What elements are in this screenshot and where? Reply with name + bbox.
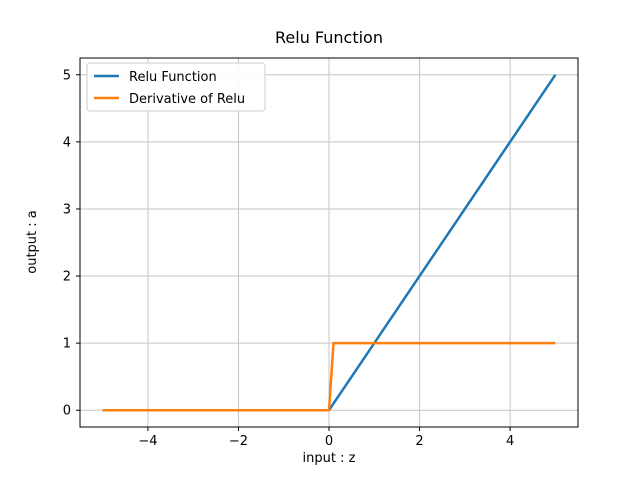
chart-title: Relu Function [275,28,383,47]
legend-box [86,62,266,112]
x-tick-label: 0 [325,434,333,449]
legend-label-derivative: Derivative of Relu [129,92,245,107]
x-tick-label: 2 [415,434,423,449]
x-tick-label: −4 [138,434,157,449]
grid-lines [80,58,578,427]
y-axis-label: output : a [25,210,40,274]
axis-tick-labels: −4 −2 0 2 4 0 1 2 3 4 5 [63,68,515,449]
series-lines [102,74,557,412]
x-tick-label: −2 [229,434,248,449]
x-axis-label: input : z [303,451,356,466]
axis-ticks [76,74,511,431]
y-tick-label: 2 [63,270,71,285]
series-line-1 [102,341,556,412]
y-tick-label: 5 [63,68,71,83]
x-tick-label: 4 [506,434,514,449]
y-tick-label: 4 [63,135,71,150]
y-tick-label: 0 [63,404,71,419]
y-tick-label: 1 [63,337,71,352]
y-tick-label: 3 [63,202,71,217]
legend: Relu Function Derivative of Relu [86,62,266,112]
legend-label-relu: Relu Function [129,70,217,85]
